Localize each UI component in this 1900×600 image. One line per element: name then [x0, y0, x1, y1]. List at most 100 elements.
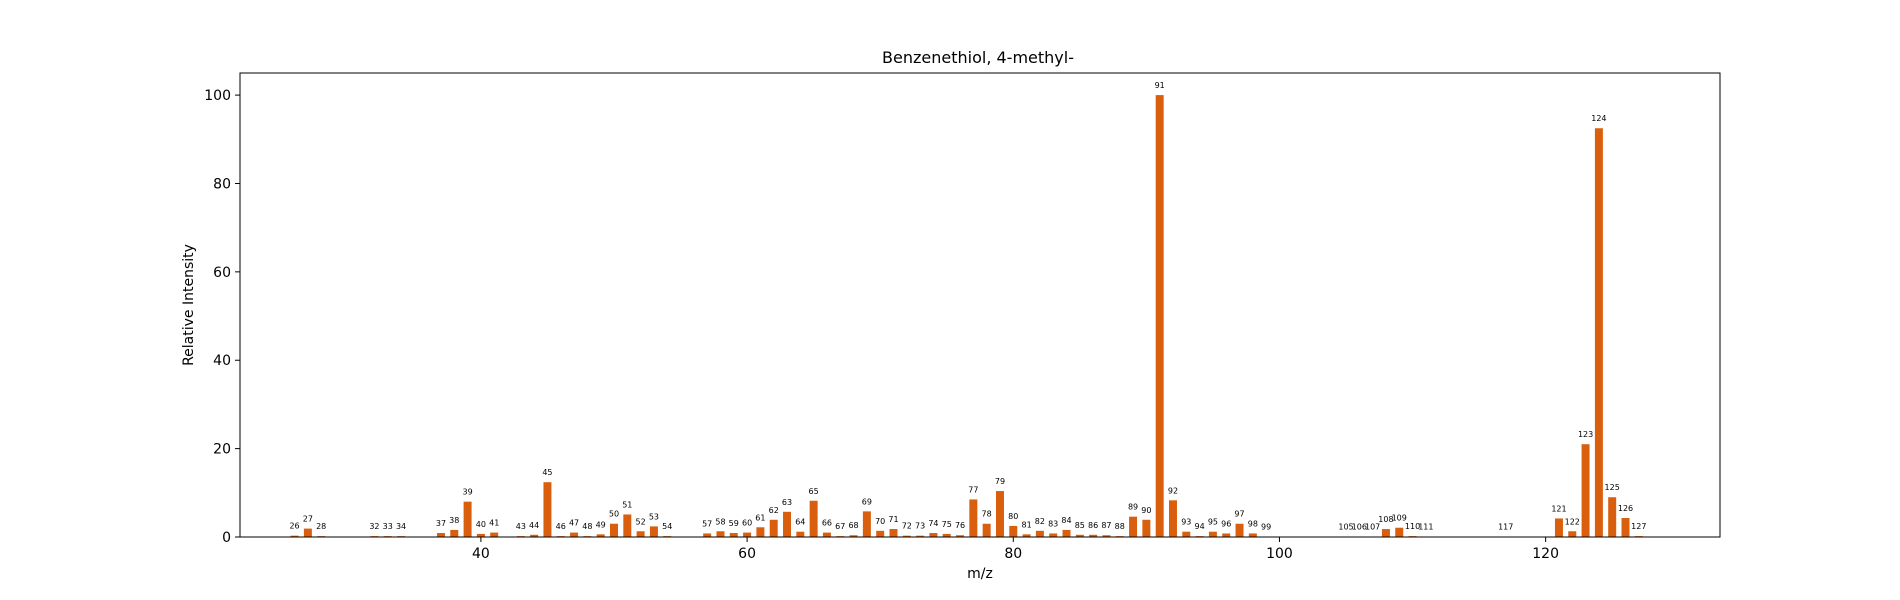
data-label-mz-122: 122 — [1565, 517, 1580, 526]
data-label-mz-63: 63 — [782, 498, 792, 507]
bar-mz-122 — [1568, 531, 1577, 537]
data-label-mz-62: 62 — [769, 506, 779, 515]
bar-mz-74 — [929, 533, 938, 537]
data-label-mz-58: 58 — [715, 517, 725, 526]
bar-mz-59 — [729, 533, 738, 537]
bar-mz-69 — [862, 511, 871, 537]
bar-mz-44 — [530, 534, 539, 537]
x-tick-label-40: 40 — [472, 546, 490, 562]
data-label-mz-65: 65 — [809, 487, 819, 496]
bar-mz-89 — [1129, 516, 1138, 537]
bar-mz-97 — [1235, 523, 1244, 537]
plot-frame — [239, 72, 1721, 538]
bar-mz-91 — [1155, 95, 1164, 537]
data-label-mz-38: 38 — [449, 516, 459, 525]
bar-mz-87 — [1102, 535, 1111, 537]
bar-mz-85 — [1075, 534, 1084, 537]
data-label-mz-45: 45 — [542, 468, 552, 477]
bar-mz-123 — [1581, 444, 1590, 537]
x-tick-label-120: 120 — [1532, 546, 1559, 562]
bar-mz-81 — [1022, 534, 1031, 537]
data-label-mz-117: 117 — [1498, 523, 1513, 532]
data-label-mz-91: 91 — [1155, 81, 1165, 90]
bar-mz-79 — [995, 491, 1004, 537]
data-label-mz-98: 98 — [1248, 519, 1258, 528]
data-label-mz-44: 44 — [529, 521, 539, 530]
bar-mz-41 — [490, 532, 499, 537]
data-label-mz-111: 111 — [1418, 523, 1433, 532]
data-label-mz-80: 80 — [1008, 512, 1018, 521]
data-label-mz-69: 69 — [862, 497, 872, 506]
bar-mz-38 — [450, 529, 459, 537]
data-label-mz-46: 46 — [556, 522, 566, 531]
bar-mz-40 — [476, 533, 485, 537]
data-label-mz-39: 39 — [462, 488, 472, 497]
bar-mz-66 — [822, 532, 831, 537]
data-label-mz-82: 82 — [1035, 517, 1045, 526]
bar-mz-75 — [942, 533, 951, 537]
data-label-mz-96: 96 — [1221, 519, 1231, 528]
data-label-mz-86: 86 — [1088, 521, 1098, 530]
data-label-mz-37: 37 — [436, 519, 446, 528]
bar-mz-68 — [849, 535, 858, 537]
y-tick-label-100: 100 — [204, 88, 231, 104]
bar-mz-80 — [1009, 525, 1018, 537]
bar-mz-108 — [1381, 529, 1390, 537]
y-axis-label: Relative Intensity — [181, 244, 197, 366]
bar-mz-124 — [1594, 128, 1603, 538]
data-label-mz-67: 67 — [835, 522, 845, 531]
data-label-mz-60: 60 — [742, 519, 752, 528]
data-label-mz-89: 89 — [1128, 503, 1138, 512]
data-label-mz-51: 51 — [622, 500, 632, 509]
y-tick-label-20: 20 — [213, 442, 231, 458]
bar-mz-26 — [290, 535, 299, 537]
data-label-mz-84: 84 — [1061, 516, 1071, 525]
data-label-mz-74: 74 — [928, 519, 938, 528]
data-label-mz-121: 121 — [1551, 504, 1566, 513]
bar-mz-77 — [969, 499, 978, 537]
data-label-mz-28: 28 — [316, 522, 326, 531]
bar-mz-86 — [1089, 534, 1098, 537]
data-label-mz-77: 77 — [968, 485, 978, 494]
data-label-mz-85: 85 — [1075, 521, 1085, 530]
bar-mz-78 — [982, 523, 991, 537]
bar-mz-27 — [303, 528, 312, 537]
data-label-mz-106: 106 — [1352, 523, 1367, 532]
bars-group — [290, 95, 1643, 538]
bar-mz-51 — [623, 514, 632, 537]
bar-mz-70 — [876, 530, 885, 537]
data-label-mz-34: 34 — [396, 522, 406, 531]
data-label-mz-83: 83 — [1048, 519, 1058, 528]
bar-mz-64 — [796, 531, 805, 537]
y-tick-label-0: 0 — [222, 530, 231, 546]
bar-mz-62 — [769, 519, 778, 537]
data-label-mz-127: 127 — [1631, 522, 1646, 531]
data-label-mz-26: 26 — [289, 522, 299, 531]
x-tick-label-100: 100 — [1266, 546, 1293, 562]
bar-mz-83 — [1049, 533, 1058, 537]
data-label-mz-73: 73 — [915, 522, 925, 531]
x-axis-ticks: 40 60 80 100 120 — [472, 537, 1559, 562]
bar-mz-95 — [1208, 531, 1217, 537]
bar-mz-63 — [783, 511, 792, 537]
bar-mz-53 — [649, 526, 658, 537]
y-tick-label-40: 40 — [213, 353, 231, 369]
y-tick-label-60: 60 — [213, 265, 231, 281]
data-label-mz-105: 105 — [1338, 523, 1353, 532]
bar-mz-47 — [570, 532, 579, 537]
data-label-mz-94: 94 — [1195, 522, 1205, 531]
data-label-mz-40: 40 — [476, 520, 486, 529]
bar-mz-109 — [1395, 527, 1404, 537]
data-label-mz-68: 68 — [848, 521, 858, 530]
data-label-mz-54: 54 — [662, 522, 672, 531]
bar-mz-121 — [1554, 518, 1563, 537]
bar-mz-96 — [1222, 533, 1231, 537]
bar-mz-82 — [1035, 530, 1044, 537]
data-label-mz-124: 124 — [1591, 114, 1606, 123]
bar-mz-84 — [1062, 529, 1071, 537]
bar-mz-92 — [1168, 500, 1177, 537]
bar-mz-65 — [809, 500, 818, 537]
bar-mz-93 — [1182, 531, 1191, 537]
